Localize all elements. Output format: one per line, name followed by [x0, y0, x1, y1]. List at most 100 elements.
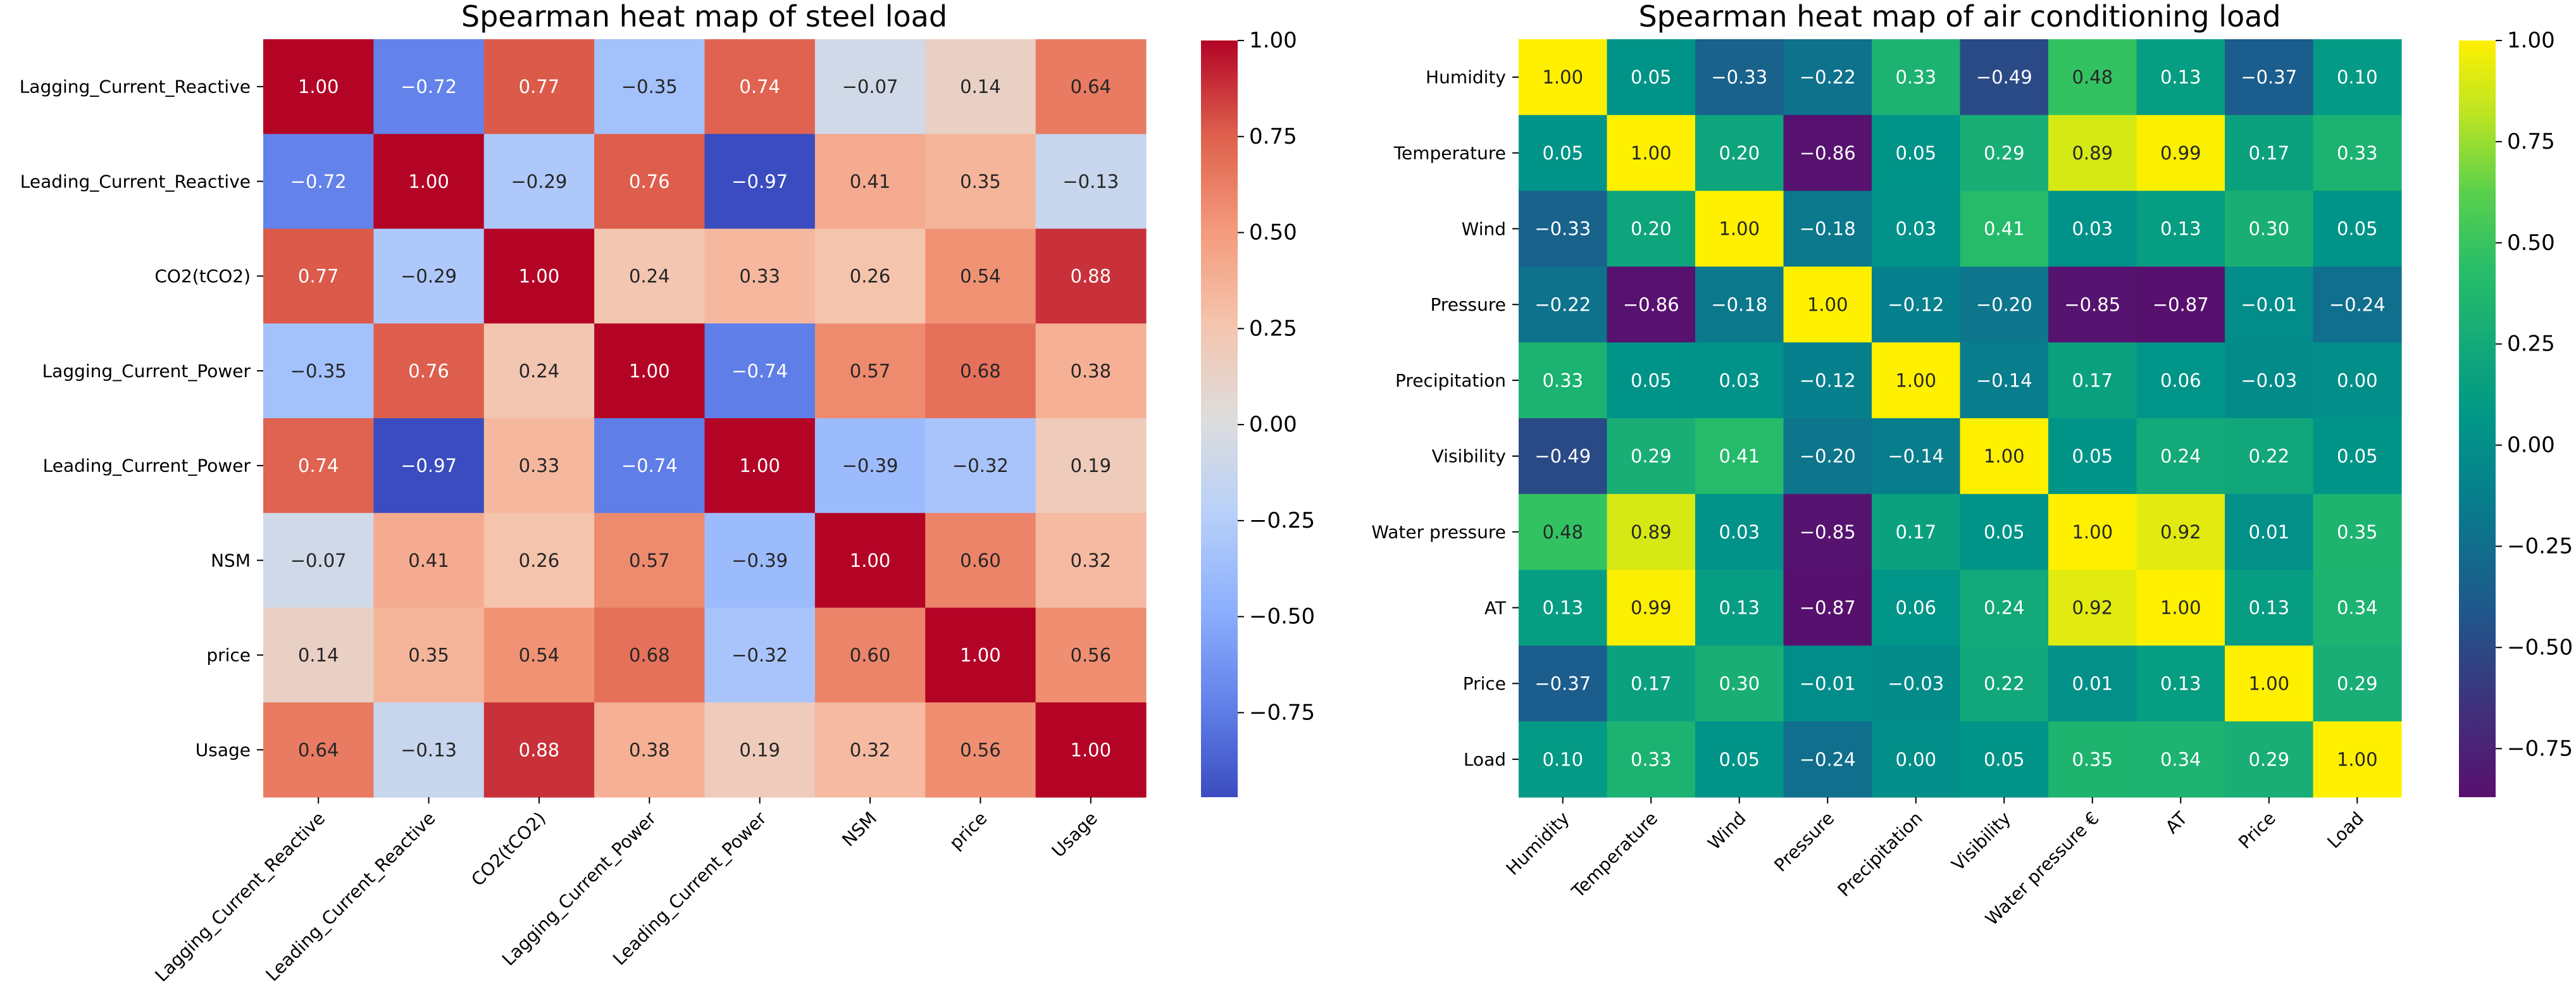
heatmap-cell — [373, 133, 485, 230]
cell-value-label: 0.22 — [1984, 673, 2025, 694]
heatmap-cell — [594, 39, 706, 135]
heatmap-cell — [925, 702, 1036, 798]
cell-value-label: 0.26 — [850, 266, 891, 287]
cell-value-label: −0.32 — [952, 455, 1009, 476]
col-label: Precipitation — [1834, 808, 1927, 901]
heatmap-cell — [1960, 569, 2049, 646]
cell-value-label: 0.33 — [739, 266, 780, 287]
cell-value-label: −0.22 — [1800, 66, 1856, 88]
heatmap-cell — [1695, 721, 1784, 798]
heatmap-cell — [1695, 569, 1784, 646]
heatmap-cell — [2313, 645, 2402, 722]
cell-value-label: −0.74 — [621, 455, 678, 476]
cell-value-label: −0.35 — [290, 360, 347, 382]
col-label: price — [945, 808, 992, 854]
row-label: AT — [1484, 597, 1507, 618]
cell-value-label: 1.00 — [1631, 142, 1672, 164]
cell-value-label: 1.00 — [298, 76, 339, 97]
cell-value-label: −0.18 — [1711, 294, 1767, 315]
heatmap-cell — [1783, 190, 1872, 267]
heatmap-cell — [1519, 645, 1608, 722]
heatmap-cell — [2225, 569, 2314, 646]
heatmap-cell — [373, 418, 485, 514]
cell-value-label: 0.34 — [2337, 597, 2378, 619]
heatmap-cell — [483, 133, 595, 230]
heatmap-cell — [1872, 418, 1961, 495]
heatmap-cell — [704, 607, 816, 703]
cell-value-label: 0.54 — [519, 645, 560, 666]
cell-value-label: −0.29 — [511, 171, 568, 192]
heatmap-cell — [704, 228, 816, 324]
heatmap-cell — [2048, 418, 2137, 495]
row-label: Wind — [1462, 218, 1506, 239]
cell-value-label: 0.60 — [850, 645, 891, 666]
heatmap-cell — [373, 702, 485, 798]
cell-value-label: 0.29 — [1631, 445, 1672, 467]
cell-value-label: −0.72 — [401, 76, 457, 97]
heatmap-cell — [1783, 266, 1872, 343]
row-label: Pressure — [1430, 294, 1506, 315]
cell-value-label: 0.33 — [2337, 142, 2378, 164]
heatmap-cell — [1607, 645, 1696, 722]
cell-value-label: 0.13 — [2160, 218, 2201, 240]
cell-value-label: −0.39 — [842, 455, 899, 476]
cell-value-label: 1.00 — [960, 645, 1001, 666]
cell-value-label: −0.37 — [2241, 66, 2297, 88]
cell-value-label: 0.05 — [1542, 142, 1583, 164]
row-label: price — [206, 645, 251, 666]
heatmap-cell — [1783, 493, 1872, 571]
heatmap-cell — [483, 39, 595, 135]
cell-value-label: 0.10 — [2337, 66, 2378, 88]
cell-value-label: 0.20 — [1631, 218, 1672, 240]
heatmap-cell — [2225, 190, 2314, 267]
heatmap-cell — [263, 39, 374, 135]
heatmap-cell — [925, 323, 1036, 419]
cell-value-label: 1.00 — [2072, 521, 2113, 543]
heatmap-cell — [1960, 721, 2049, 798]
row-label: Temperature — [1393, 143, 1506, 164]
cell-value-label: −0.13 — [1062, 171, 1119, 192]
heatmap-cell — [1519, 721, 1608, 798]
heatmap-cell — [1035, 512, 1147, 609]
cell-value-label: 0.88 — [1071, 266, 1112, 287]
heatmap-cell — [2225, 418, 2314, 495]
row-label: Precipitation — [1395, 370, 1506, 391]
heatmap-cell — [2225, 493, 2314, 571]
cell-value-label: 0.13 — [1719, 597, 1760, 619]
cell-value-label: 0.33 — [1895, 66, 1936, 88]
cell-value-label: −0.33 — [1534, 218, 1591, 240]
cell-value-label: 0.03 — [1895, 218, 1936, 240]
heatmap-cell — [2136, 645, 2225, 722]
heatmap-cell — [1695, 115, 1784, 192]
cell-value-label: 0.30 — [1719, 673, 1760, 694]
cell-value-label: −0.03 — [2241, 369, 2297, 391]
heatmap-cell — [263, 323, 374, 419]
cell-value-label: 0.17 — [2072, 369, 2113, 391]
cell-value-label: 0.38 — [629, 739, 670, 760]
heatmap-cell — [1960, 418, 2049, 495]
cell-value-label: 1.00 — [2248, 673, 2289, 694]
cell-value-label: 0.74 — [298, 455, 339, 476]
cell-value-label: 1.00 — [2337, 748, 2378, 770]
cell-value-label: 0.89 — [2072, 142, 2113, 164]
heatmap-cell — [1695, 342, 1784, 419]
cell-value-label: 0.03 — [2072, 218, 2113, 240]
heatmap-cell — [1872, 266, 1961, 343]
heatmap-cell — [1519, 115, 1608, 192]
heatmap-cell — [2136, 721, 2225, 798]
cell-value-label: 0.03 — [1719, 521, 1760, 543]
cell-value-label: 0.19 — [739, 739, 780, 760]
cell-value-label: 0.10 — [1542, 748, 1583, 770]
cell-value-label: −0.07 — [842, 76, 899, 97]
cell-value-label: 0.26 — [519, 550, 560, 571]
heatmap-cell — [1783, 39, 1872, 116]
heatmap-cell — [925, 418, 1036, 514]
heatmap-cell — [1960, 342, 2049, 419]
ac-heatmap: Spearman heat map of air conditioning lo… — [1371, 0, 2573, 929]
heatmap-cell — [814, 133, 926, 230]
heatmap-cell — [1607, 39, 1696, 116]
heatmap-cell — [1607, 266, 1696, 343]
row-label: Visibility — [1432, 446, 1506, 467]
colorbar-tick-label: 0.50 — [1249, 220, 1297, 245]
cell-value-label: 0.24 — [519, 360, 560, 382]
